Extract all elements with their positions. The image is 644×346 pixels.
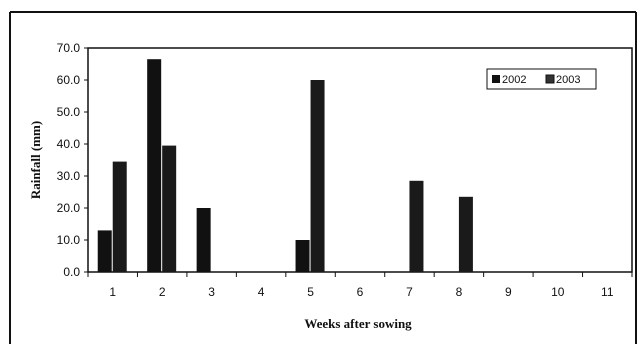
bar-2003-week-1	[112, 161, 127, 272]
legend: 2002 2003	[486, 68, 597, 90]
x-tick-label: 7	[406, 285, 413, 299]
plot-area	[87, 47, 633, 273]
y-tick-label: 20.0	[57, 201, 81, 215]
y-tick-label: 40.0	[57, 137, 81, 151]
y-tick-label: 50.0	[57, 105, 81, 119]
bar-2003-week-8	[458, 196, 473, 272]
x-axis: 1 2 3 4 5 6 7 8 9 10 11	[87, 272, 633, 299]
x-tick-label: 3	[208, 285, 215, 299]
y-tick-label: 0.0	[63, 265, 80, 279]
y-tick-label: 60.0	[57, 73, 81, 87]
bar-series-group	[97, 59, 473, 273]
y-tick-label: 30.0	[57, 169, 81, 183]
legend-swatch-2003	[545, 74, 555, 84]
y-tick-label: 10.0	[57, 233, 81, 247]
bar-2002-week-5	[295, 240, 310, 272]
x-tick-label: 11	[601, 285, 614, 299]
x-tick-label: 2	[159, 285, 166, 299]
legend-label-2002: 2002	[502, 74, 526, 86]
x-tick-label: 6	[357, 285, 364, 299]
y-axis-title: Rainfall (mm)	[28, 121, 43, 199]
legend-box	[486, 68, 597, 90]
bar-2003-week-5	[310, 80, 325, 272]
bar-2003-week-2	[162, 145, 177, 272]
x-tick-label: 1	[109, 285, 116, 299]
bar-2002-week-3	[196, 208, 211, 272]
legend-label-2003: 2003	[556, 74, 580, 86]
x-tick-label: 9	[505, 285, 512, 299]
x-tick-label: 5	[307, 285, 314, 299]
bar-2002-week-2	[147, 59, 162, 273]
x-tick-label: 4	[258, 285, 265, 299]
x-tick-label: 10	[551, 285, 565, 299]
x-tick-label: 8	[456, 285, 463, 299]
y-tick-label: 70.0	[57, 41, 81, 55]
bar-2003-week-7	[409, 180, 424, 272]
y-axis: 0.0 10.0 20.0 30.0 40.0 50.0 60.0 70.0	[57, 41, 88, 279]
bar-2002-week-1	[97, 230, 112, 272]
legend-swatch-2002	[492, 75, 500, 83]
x-axis-title: Weeks after sowing	[304, 316, 412, 331]
